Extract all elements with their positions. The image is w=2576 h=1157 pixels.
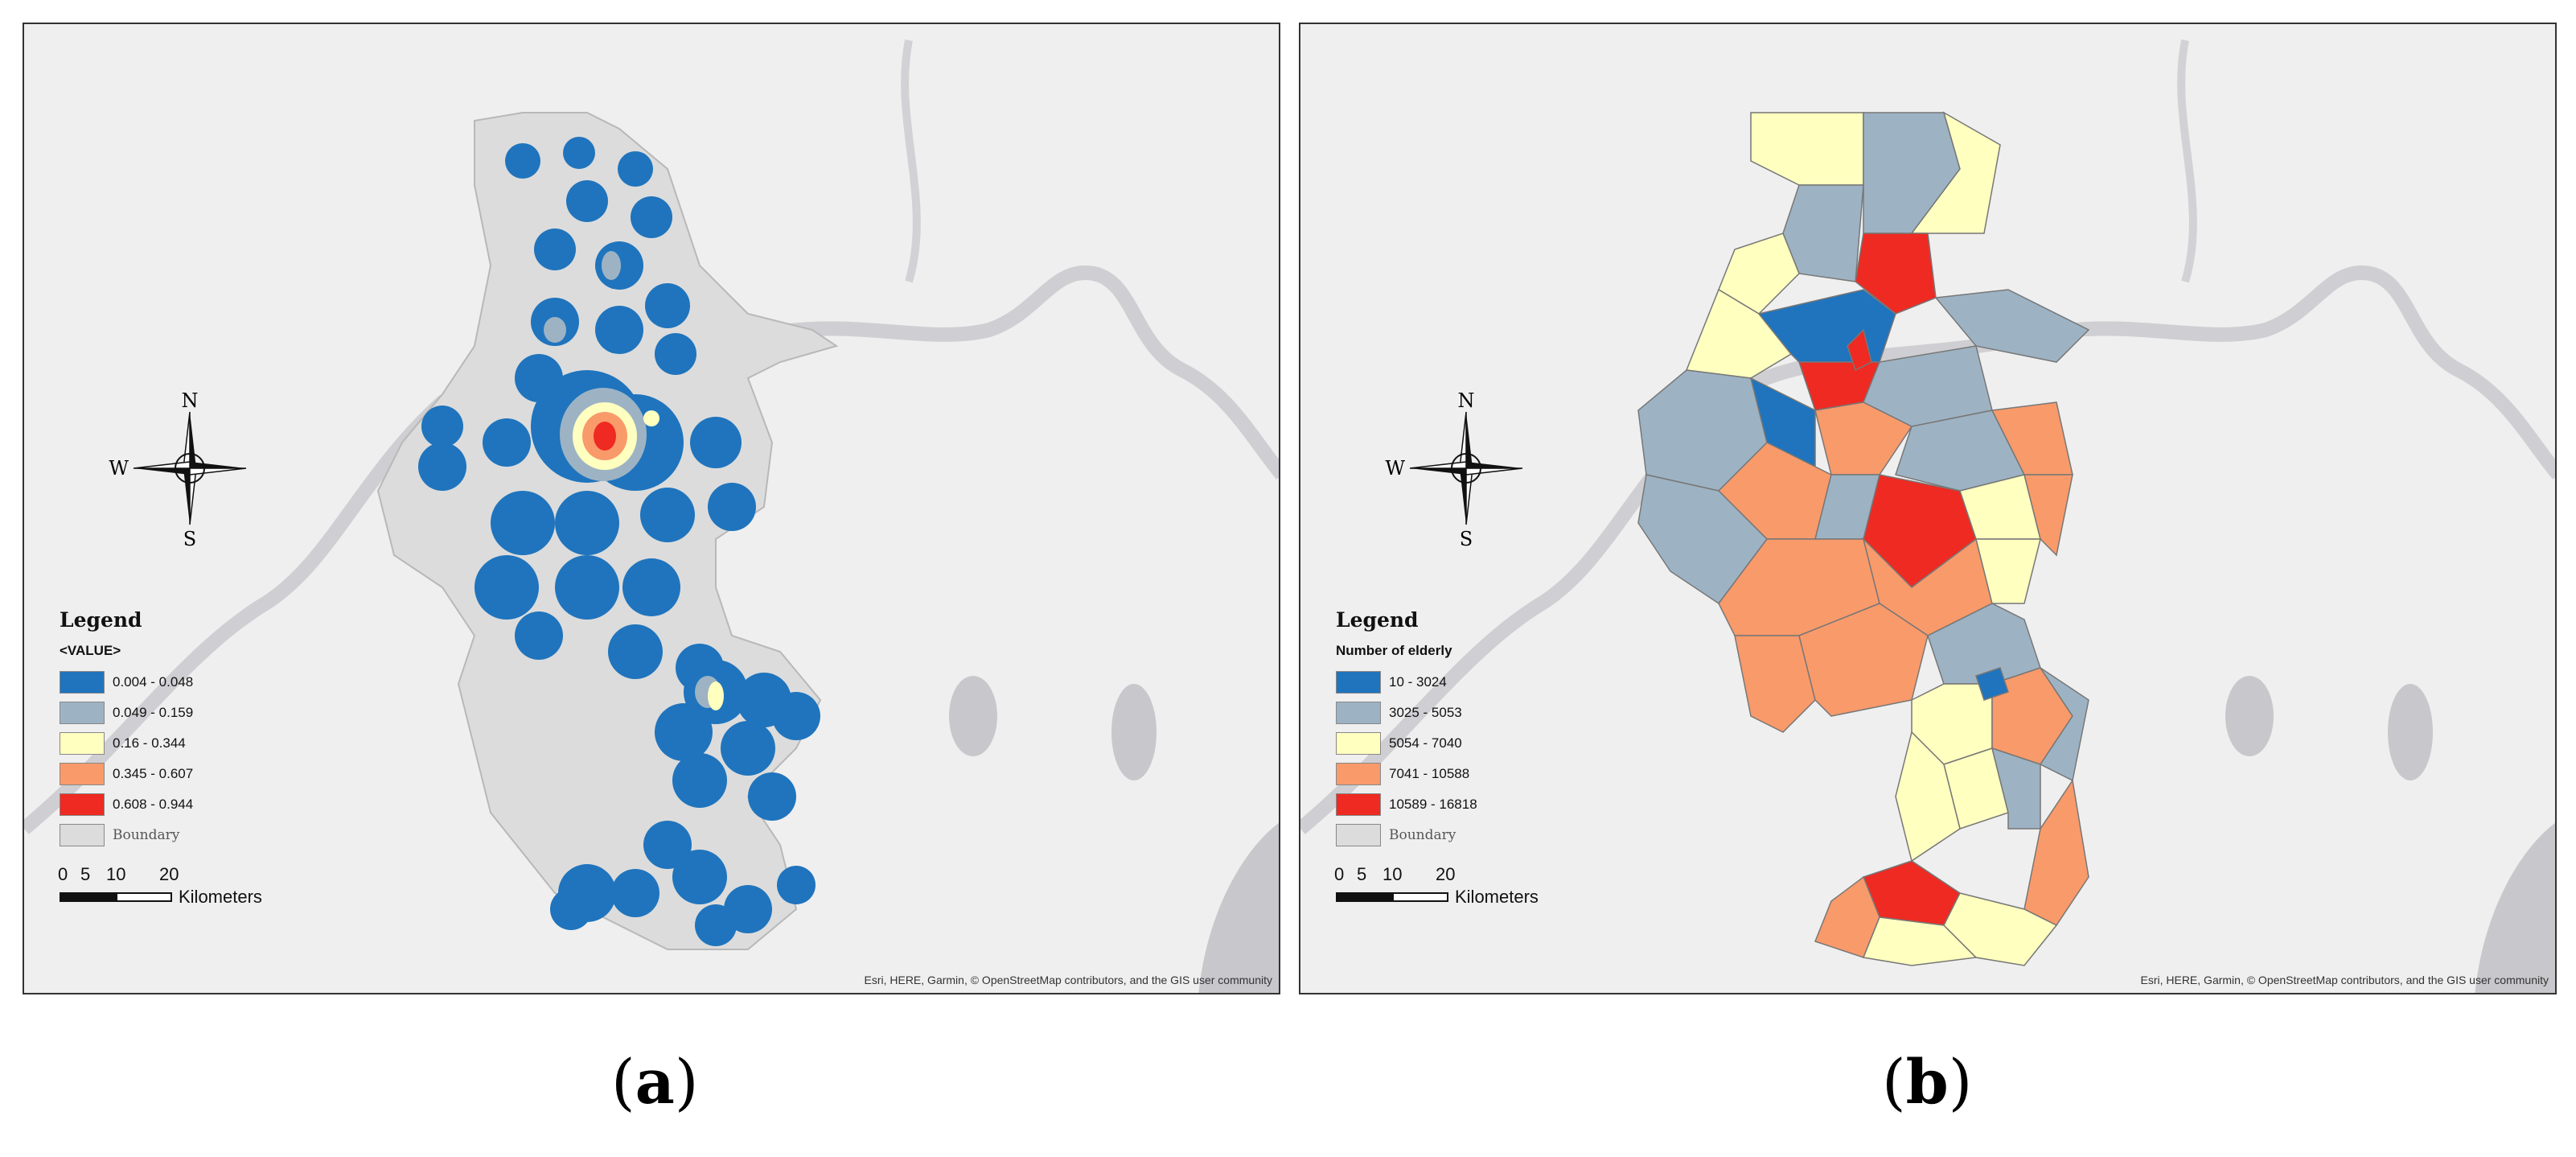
caption-paren: ( [611,1046,635,1118]
legend-class-4: 7041 - 10588 [1336,759,1658,789]
scale-tick: 20 [1436,864,1456,884]
legend-class-1: 0.004 - 0.048 [60,667,381,698]
map-panel-b: N S E W Legend Number of elderly 10 - 30… [1299,23,2557,994]
scale-bar-b: 0 5 10 20 Kilometers [1334,864,1658,920]
basemap-b [1300,24,2555,993]
lake [2475,822,2555,993]
legend-class-5: 10589 - 16818 [1336,789,1658,820]
scale-tick: 5 [80,864,91,884]
caption-letter: a [635,1046,675,1118]
legend-boundary: Boundary [60,820,381,850]
lake [949,676,997,756]
panel-caption-a: (a) [611,1046,699,1118]
compass-s-label: S [183,528,196,549]
legend-class-1: 10 - 3024 [1336,667,1658,698]
legend-label: 10 - 3024 [1389,674,1447,690]
density-surface [418,137,820,946]
choropleth-districts [1637,111,2090,966]
scale-bar-a: 0 5 10 20 Kilometers [58,864,381,920]
legend-class-5: 0.608 - 0.944 [60,789,381,820]
basemap-a [24,24,1279,993]
legend-swatch [1336,671,1381,694]
compass-w-label: W [1385,457,1405,480]
legend-class-2: 0.049 - 0.159 [60,698,381,728]
scale-tick: 20 [159,864,179,884]
compass-n-label: N [182,389,199,412]
legend-swatch [60,671,105,694]
legend-swatch [60,732,105,755]
compass-w-label: W [109,457,129,480]
lake [2225,676,2274,756]
caption-letter: b [1905,1046,1949,1118]
legend-swatch [60,824,105,846]
legend-label: 10589 - 16818 [1389,797,1477,812]
legend-b: Legend Number of elderly 10 - 3024 3025 … [1336,608,1658,850]
legend-label: 7041 - 10588 [1389,766,1470,781]
legend-label: Boundary [113,827,180,843]
caption-paren: ( [1882,1046,1906,1118]
legend-label: 0.16 - 0.344 [113,735,186,751]
attribution: Esri, HERE, Garmin, © OpenStreetMap cont… [864,974,1272,986]
lake [1198,822,1279,993]
scale-tick: 0 [58,864,68,884]
scale-bar-graphic [1336,892,1448,902]
legend-swatch [1336,793,1381,816]
legend-class-2: 3025 - 5053 [1336,698,1658,728]
legend-class-4: 0.345 - 0.607 [60,759,381,789]
compass-s-label: S [1460,528,1473,549]
panel-caption-b: (b) [1882,1046,1972,1118]
scale-bar-graphic [60,892,172,902]
legend-swatch [1336,702,1381,724]
river-branch [2177,39,2197,283]
legend-title: Legend [1336,608,1419,632]
river-branch [901,39,921,283]
legend-label: 5054 - 7040 [1389,735,1462,751]
compass-n-label: N [1458,389,1475,412]
legend-field-name: <VALUE> [60,643,121,658]
caption-paren: ) [1948,1046,1973,1118]
legend-class-3: 5054 - 7040 [1336,728,1658,759]
legend-label: Boundary [1389,827,1456,843]
compass-rose-a: N S E W [109,389,247,549]
legend-swatch [1336,763,1381,785]
legend-label: 0.345 - 0.607 [113,766,194,781]
legend-swatch [1336,732,1381,755]
legend-swatch [60,763,105,785]
legend-swatch [60,793,105,816]
scale-tick: 10 [1382,864,1403,884]
map-panel-a: N S E W Legend <VALUE> 0.004 - 0.048 0.0… [23,23,1280,994]
compass-rose-b: N S E W [1385,389,1523,549]
attribution: Esri, HERE, Garmin, © OpenStreetMap cont… [2140,974,2549,986]
legend-swatch [60,702,105,724]
legend-class-3: 0.16 - 0.344 [60,728,381,759]
legend-swatch [1336,824,1381,846]
scale-tick: 0 [1334,864,1345,884]
caption-paren: ) [674,1046,699,1118]
legend-a: Legend <VALUE> 0.004 - 0.048 0.049 - 0.1… [60,608,381,850]
legend-field-name: Number of elderly [1336,643,1452,658]
scale-tick: 10 [106,864,126,884]
legend-label: 0.004 - 0.048 [113,674,194,690]
legend-label: 0.049 - 0.159 [113,705,194,720]
legend-boundary: Boundary [1336,820,1658,850]
scale-unit: Kilometers [179,887,262,907]
lake [1111,684,1157,780]
legend-label: 0.608 - 0.944 [113,797,194,812]
legend-label: 3025 - 5053 [1389,705,1462,720]
legend-title: Legend [60,608,142,632]
lake [2388,684,2433,780]
scale-unit: Kilometers [1455,887,1539,907]
scale-tick: 5 [1357,864,1367,884]
